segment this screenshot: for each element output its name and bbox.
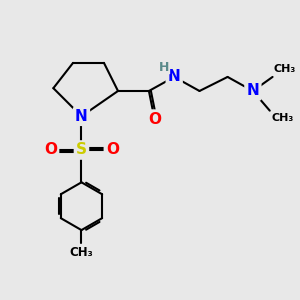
Text: N: N [75, 109, 88, 124]
Text: O: O [106, 142, 119, 158]
Text: CH₃: CH₃ [274, 64, 296, 74]
Text: H: H [159, 61, 170, 74]
Text: CH₃: CH₃ [271, 113, 293, 124]
Text: S: S [76, 142, 87, 158]
Text: CH₃: CH₃ [70, 246, 93, 259]
Text: N: N [247, 83, 259, 98]
Text: O: O [44, 142, 57, 158]
Text: O: O [148, 112, 161, 127]
Text: N: N [168, 69, 181, 84]
